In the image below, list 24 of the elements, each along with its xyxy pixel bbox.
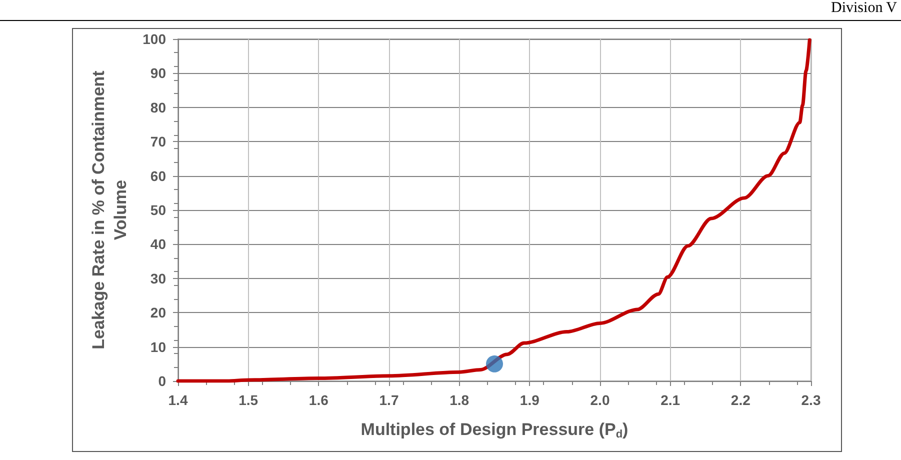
y-tick-label: 100 (142, 31, 166, 47)
x-tick-label: 2.1 (660, 392, 680, 408)
y-tick-label: 0 (158, 373, 166, 389)
x-tick-label: 2.3 (801, 392, 821, 408)
line-series (176, 38, 812, 383)
y-tick-label: 30 (150, 270, 166, 286)
y-tick-label: 20 (150, 304, 166, 321)
x-tick-label: 1.4 (168, 392, 188, 408)
x-tick-label: 1.7 (379, 392, 399, 408)
x-tick-label: 2.2 (730, 392, 751, 408)
y-tick-label: 10 (150, 338, 166, 355)
y-tick-label: 70 (150, 134, 166, 150)
x-tick-label: 2.0 (590, 392, 610, 408)
y-axis-title: Leakage Rate in % of Containment Volume (89, 70, 130, 350)
x-tick-label: 1.8 (450, 392, 470, 408)
x-tick-label: 1.5 (238, 392, 258, 408)
text: Division V (831, 0, 897, 17)
y-tick-label: 80 (150, 99, 166, 116)
y-tick-label: 90 (150, 65, 166, 82)
y-tick-label: 40 (150, 236, 166, 252)
y-tick-label: 60 (150, 168, 166, 184)
y-tick-label: 50 (150, 202, 166, 218)
x-tick-label: 1.9 (520, 392, 540, 408)
x-tick-label: 1.6 (308, 392, 329, 408)
